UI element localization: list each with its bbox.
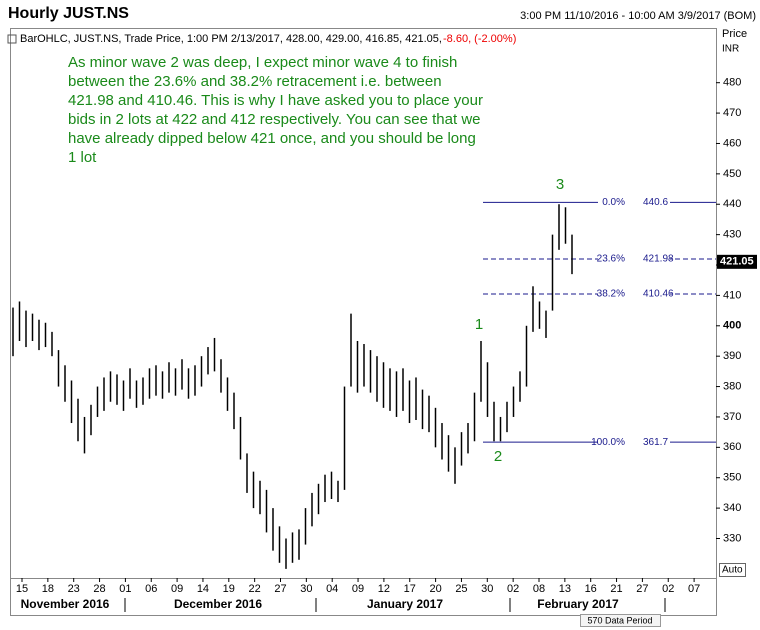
annotation: have already dipped below 421 once, and … (68, 130, 476, 147)
x-tick-label: 19 (223, 583, 235, 595)
x-tick-label: 01 (119, 583, 131, 595)
fib-label: 0.0% (602, 197, 625, 208)
y-tick-label: 380 (723, 380, 741, 392)
x-tick-label: 15 (16, 583, 28, 595)
x-tick-label: 09 (171, 583, 183, 595)
x-tick-label: 17 (404, 583, 416, 595)
month-label: December 2016 (174, 597, 262, 611)
annotation: 1 lot (68, 149, 97, 166)
axis-title: Price (722, 28, 747, 40)
period: 3:00 PM 11/10/2016 - 10:00 AM 3/9/2017 (… (520, 10, 756, 22)
month-label: February 2017 (537, 597, 619, 611)
y-tick-label: 390 (723, 350, 741, 362)
x-tick-label: 30 (481, 583, 493, 595)
fib-label-bg (598, 253, 670, 265)
x-tick-label: 25 (455, 583, 467, 595)
footer: 570 Data Period (587, 615, 652, 625)
x-tick-label: 22 (249, 583, 261, 595)
chart-title: Hourly JUST.NS (8, 5, 129, 22)
y-tick-label: 340 (723, 502, 741, 514)
y-tick-label: 360 (723, 441, 741, 453)
x-tick-label: 02 (507, 583, 519, 595)
scale-mode-box[interactable] (719, 563, 746, 577)
y-tick-label: 330 (723, 532, 741, 544)
legend-text: BarOHLC, JUST.NS, Trade Price, 1:00 PM 2… (20, 33, 442, 45)
annotation: between the 23.6% and 38.2% retracement … (68, 73, 442, 90)
x-tick-label: 18 (42, 583, 54, 595)
x-tick-label: 20 (429, 583, 441, 595)
axis-unit: INR (722, 44, 739, 55)
x-tick-label: 09 (352, 583, 364, 595)
x-tick-label: 07 (688, 583, 700, 595)
x-tick-label: 28 (93, 583, 105, 595)
legend-icon (7, 34, 17, 44)
x-tick-label: 27 (274, 583, 286, 595)
legend-change: -8.60, (-2.00%) (443, 33, 516, 45)
x-axis-frame (10, 578, 717, 616)
y-tick-label: 350 (723, 472, 741, 484)
y-tick-label: 460 (723, 137, 741, 149)
x-tick-label: 06 (145, 583, 157, 595)
x-tick-label: 14 (197, 583, 209, 595)
y-tick-label: 480 (723, 77, 741, 89)
fib-value: 440.6 (643, 197, 668, 208)
fib-label-bg (598, 196, 670, 209)
y-tick-label: 410 (723, 289, 741, 301)
month-label: November 2016 (21, 597, 110, 611)
x-tick-label: 04 (326, 583, 338, 595)
scale-mode[interactable]: Auto (722, 565, 743, 576)
fib-value: 421.98 (643, 254, 674, 265)
footer-box (580, 614, 661, 627)
x-tick-label: 02 (662, 583, 674, 595)
wave-label: 2 (494, 448, 502, 465)
fib-label: 100.0% (591, 437, 625, 448)
y-tick-label: 450 (723, 168, 741, 180)
x-tick-label: 27 (636, 583, 648, 595)
x-tick-label: 08 (533, 583, 545, 595)
wave-label: 1 (475, 316, 483, 333)
y-tick-label: 400 (723, 320, 741, 332)
x-tick-label: 12 (378, 583, 390, 595)
annotation: 421.98 and 410.46. This is why I have as… (68, 92, 483, 109)
y-tick-label: 370 (723, 411, 741, 423)
x-tick-label: 13 (559, 583, 571, 595)
x-tick-label: 21 (610, 583, 622, 595)
last-price-label: 421.05 (720, 256, 754, 268)
fib-label-bg (598, 288, 670, 301)
annotation: As minor wave 2 was deep, I expect minor… (68, 54, 457, 71)
fib-label: 38.2% (597, 289, 625, 300)
month-label: January 2017 (367, 597, 443, 611)
x-tick-label: 23 (68, 583, 80, 595)
x-tick-label: 16 (585, 583, 597, 595)
x-tick-label: 30 (300, 583, 312, 595)
annotation: bids in 2 lots at 422 and 412 respective… (68, 111, 481, 128)
y-tick-label: 440 (723, 198, 741, 210)
y-tick-label: 430 (723, 229, 741, 241)
fib-value: 410.46 (643, 289, 674, 300)
fib-value: 361.7 (643, 437, 668, 448)
fib-label-bg (598, 436, 670, 449)
wave-label: 3 (556, 176, 564, 193)
fib-label: 23.6% (597, 254, 625, 265)
y-tick-label: 470 (723, 107, 741, 119)
last-price-tag (717, 254, 757, 269)
